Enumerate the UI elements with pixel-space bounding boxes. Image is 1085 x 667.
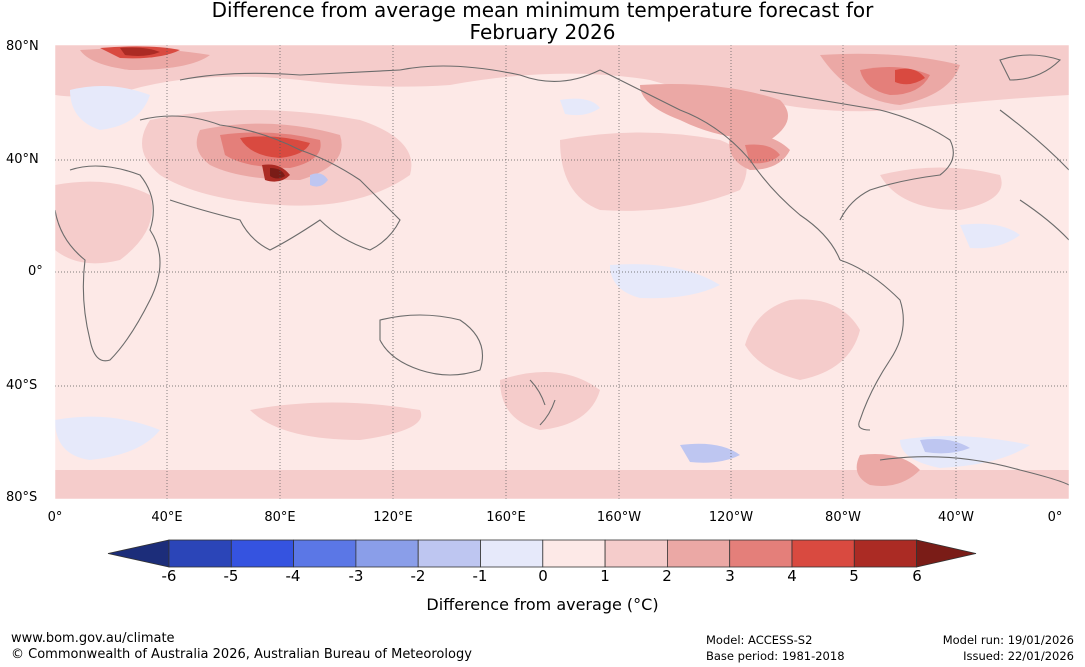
footer-model: Model: ACCESS-S2 (706, 633, 813, 647)
footer-base-period: Base period: 1981-2018 (706, 649, 845, 663)
colorbar-bin (168, 539, 232, 568)
colorbar-bin (480, 539, 544, 568)
colorbar-tick-minus2: -2 (410, 567, 426, 585)
map-title-line2: February 2026 (469, 20, 616, 44)
lon-label-0-left: 0° (47, 510, 63, 525)
colorbar-tick-5: 5 (849, 567, 859, 585)
lat-label-0: 0° (28, 264, 43, 279)
colorbar-tick-minus6: -6 (161, 567, 177, 585)
map-title-line1: Difference from average mean minimum tem… (211, 0, 874, 22)
colorbar-bin (355, 539, 419, 568)
colorbar-bin (604, 539, 668, 568)
lon-label-80e: 80°E (264, 510, 296, 525)
colorbar-bin (791, 539, 855, 568)
colorbar-label: Difference from average (°C) (426, 595, 659, 614)
colorbar-bin (542, 539, 606, 568)
lon-label-40w: 40°W (938, 510, 974, 525)
colorbar-tick-1: 1 (600, 567, 610, 585)
colorbar-bin (667, 539, 731, 568)
lon-label-40e: 40°E (151, 510, 183, 525)
colorbar-tick-minus3: -3 (348, 567, 364, 585)
colorbar-tick-minus5: -5 (223, 567, 239, 585)
lon-label-120e: 120°E (373, 510, 413, 525)
lon-label-160e: 160°E (486, 510, 526, 525)
lat-label-40s: 40°S (6, 378, 38, 393)
lon-label-80w: 80°W (825, 510, 861, 525)
coastlines (55, 54, 1069, 486)
colorbar-tick-2: 2 (662, 567, 672, 585)
colorbar-bin (853, 539, 917, 568)
lat-label-80n: 80°N (6, 39, 39, 54)
footer-model-run: Model run: 19/01/2026 (942, 633, 1074, 647)
lon-label-160w: 160°W (596, 510, 642, 525)
lon-label-120w: 120°W (708, 510, 754, 525)
colorbar-tick-0: 0 (538, 567, 548, 585)
colorbar-tick-minus1: -1 (472, 567, 488, 585)
colorbar-extend-high (916, 539, 977, 568)
colorbar-bin (293, 539, 357, 568)
colorbar-bin (417, 539, 481, 568)
footer-copyright: © Commonwealth of Australia 2026, Austra… (11, 647, 472, 662)
colorbar-bin (230, 539, 295, 568)
colorbar-tick-6: 6 (912, 567, 922, 585)
lat-label-80s: 80°S (6, 490, 38, 505)
graticule (55, 45, 1069, 499)
lat-label-40n: 40°N (6, 152, 39, 167)
lon-label-0-right: 0° (1047, 510, 1063, 525)
colorbar-tick-minus4: -4 (285, 567, 301, 585)
colorbar-extend-low (107, 539, 170, 568)
footer-issued: Issued: 22/01/2026 (963, 649, 1074, 663)
map-frame (54, 44, 1070, 500)
colorbar-bin (729, 539, 793, 568)
colorbar-tick-4: 4 (787, 567, 797, 585)
anomaly-contours (55, 45, 1069, 499)
colorbar-tick-3: 3 (725, 567, 735, 585)
footer-website: www.bom.gov.au/climate (11, 631, 175, 646)
